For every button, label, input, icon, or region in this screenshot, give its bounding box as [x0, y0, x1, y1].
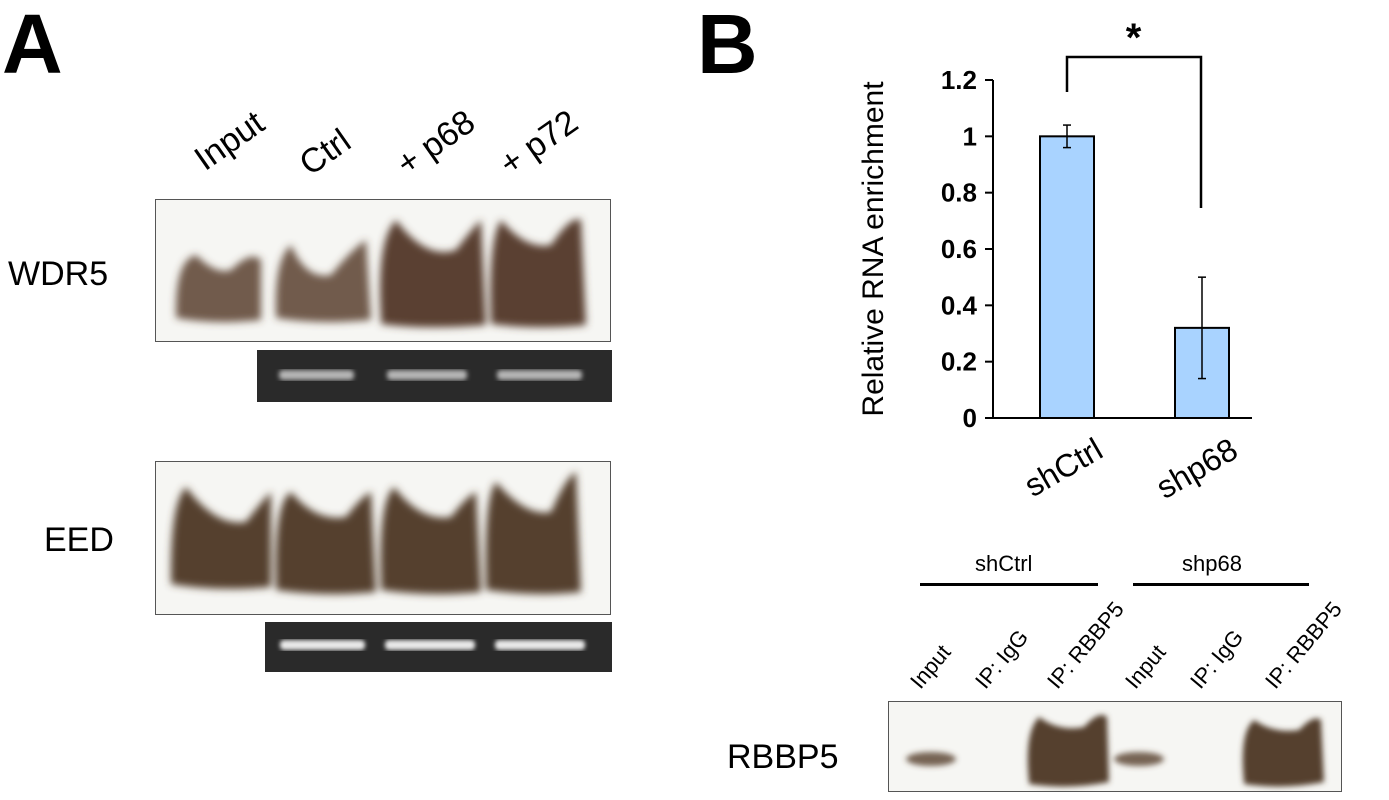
blot-lane-label-5: IP: IgG	[1185, 624, 1249, 694]
row-label-rbbp5: RBBP5	[727, 738, 839, 776]
y-tick-label: 1.2	[941, 65, 977, 95]
eed-loading-gel	[265, 622, 612, 672]
wdr5-gel-image	[279, 370, 582, 380]
y-tick-label: 0.6	[941, 234, 977, 264]
bar-shCtrl	[1039, 135, 1095, 419]
blot-group-line-shctrl	[920, 583, 1098, 586]
blot-group-line-shp68	[1133, 583, 1309, 586]
blot-lane-label-1: Input	[905, 639, 956, 694]
lane-label-p72: + p72	[492, 102, 585, 184]
y-tick-label: 1	[963, 121, 977, 151]
y-tick-label: 0	[963, 403, 977, 433]
blot-lane-label-4: Input	[1120, 639, 1171, 694]
wdr5-blot-image	[176, 219, 586, 328]
blot-group-label-shp68: shp68	[1182, 551, 1242, 576]
relative-rna-enrichment-chart: 0 0.2 0.4 0.6 0.8 1 1.2 Relative RNA enrichment…	[857, 16, 1252, 506]
row-label-wdr5: WDR5	[8, 255, 109, 293]
lane-label-ctrl: Ctrl	[292, 121, 358, 184]
panel-b-letter: B	[697, 0, 758, 91]
panel-a-letter: A	[2, 0, 63, 91]
row-label-eed: EED	[44, 521, 114, 559]
wdr5-western-blot	[155, 199, 611, 342]
y-axis-label: Relative RNA enrichment	[857, 81, 890, 417]
x-tick-label: shCtrl	[1018, 431, 1108, 504]
significance-bracket	[1065, 55, 1203, 208]
y-tick-label: 0.8	[941, 178, 977, 208]
wdr5-loading-gel	[257, 350, 612, 402]
blot-lane-label-3: IP: RBBP5	[1042, 596, 1129, 694]
lane-label-input: Input	[187, 103, 272, 179]
significance-star: *	[1126, 16, 1142, 60]
blot-lane-label-2: IP: IgG	[970, 624, 1034, 694]
rbbp5-western-blot	[888, 701, 1342, 792]
y-tick-label: 0.4	[941, 290, 978, 320]
y-tick-label: 0.2	[941, 347, 977, 377]
eed-gel-image	[280, 640, 585, 650]
eed-western-blot	[155, 461, 611, 615]
x-tick-label: shp68	[1150, 431, 1244, 506]
eed-blot-image	[171, 472, 581, 595]
rbbp5-blot-image	[906, 714, 1324, 787]
lane-label-p68: + p68	[389, 102, 482, 184]
blot-group-label-shctrl: shCtrl	[975, 551, 1033, 576]
blot-lane-label-6: IP: RBBP5	[1260, 596, 1347, 694]
